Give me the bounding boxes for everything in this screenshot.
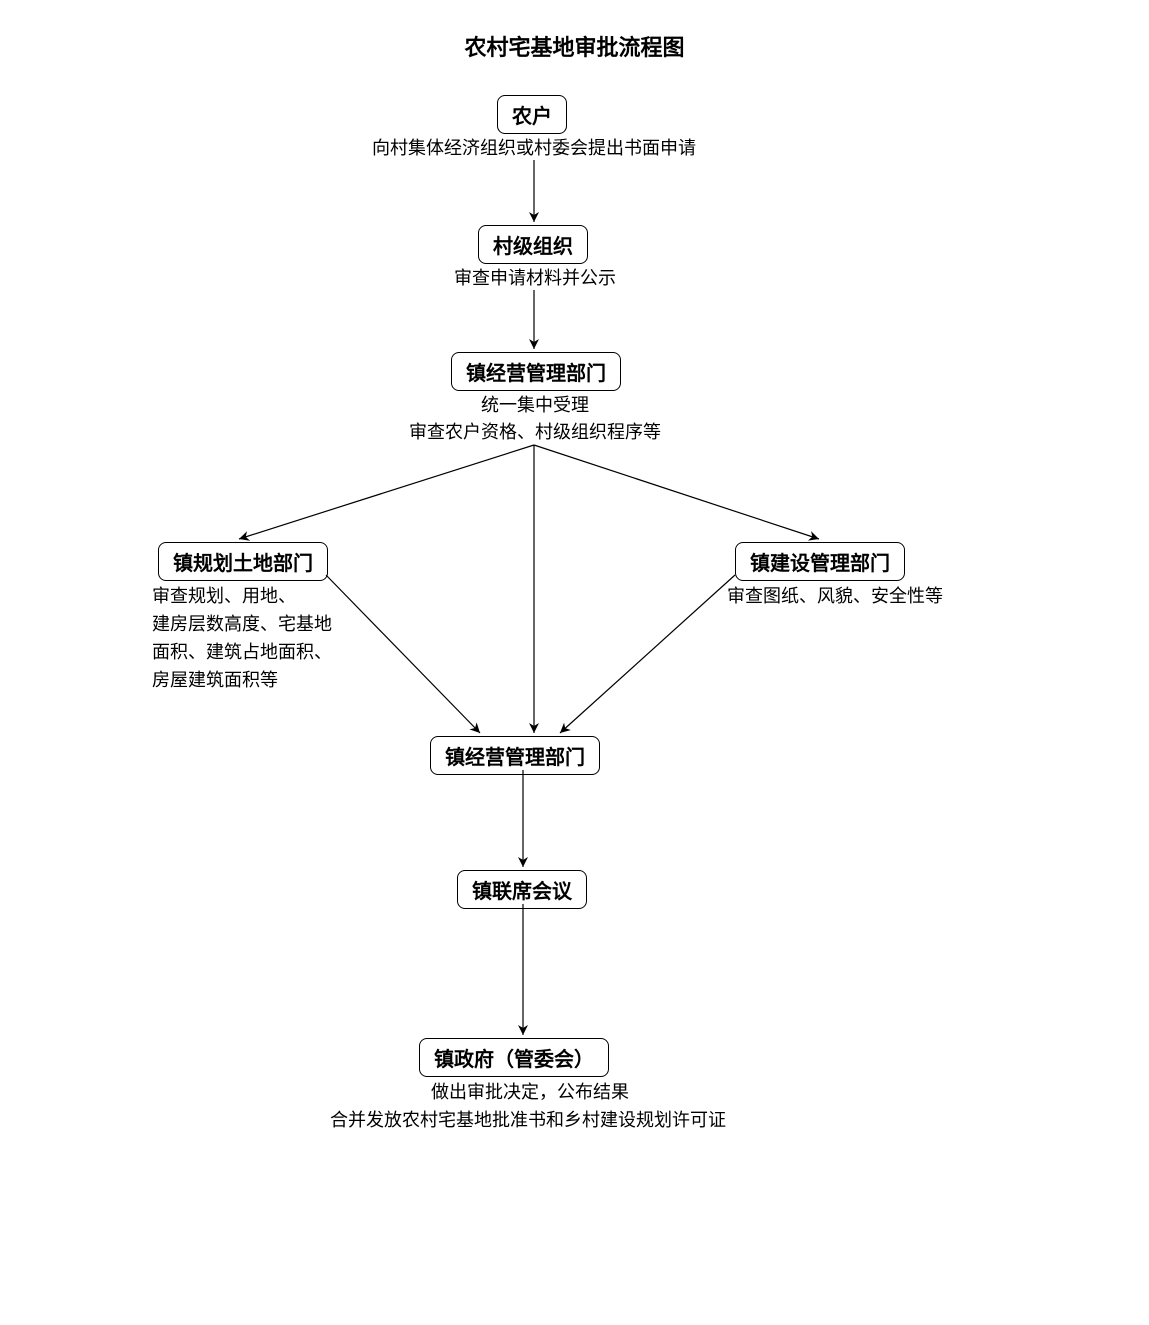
node-town-gov: 镇政府（管委会） [419, 1038, 609, 1077]
node-town-construction: 镇建设管理部门 [735, 542, 905, 581]
caption-planning-2: 建房层数高度、宅基地 [152, 610, 412, 639]
caption-planning-3: 面积、建筑占地面积、 [152, 638, 412, 667]
caption-construction: 审查图纸、风貌、安全性等 [685, 582, 985, 611]
caption-planning-1: 审查规划、用地、 [152, 582, 392, 611]
node-town-mgmt-2: 镇经营管理部门 [430, 736, 600, 775]
page-title: 农村宅基地审批流程图 [0, 30, 1149, 62]
caption-farmer: 向村集体经济组织或村委会提出书面申请 [294, 134, 774, 163]
caption-gov-1: 做出审批决定，公布结果 [300, 1078, 760, 1107]
caption-mgmt1a: 统一集中受理 [405, 391, 665, 420]
node-joint-meeting: 镇联席会议 [457, 870, 587, 909]
caption-planning-4: 房屋建筑面积等 [152, 666, 392, 695]
node-village-org: 村级组织 [478, 225, 588, 264]
caption-gov-2: 合并发放农村宅基地批准书和乡村建设规划许可证 [258, 1106, 798, 1135]
node-farmer: 农户 [497, 95, 567, 134]
node-town-planning: 镇规划土地部门 [158, 542, 328, 581]
caption-village: 审查申请材料并公示 [405, 264, 665, 293]
node-town-mgmt-1: 镇经营管理部门 [451, 352, 621, 391]
caption-mgmt1b: 审查农户资格、村级组织程序等 [335, 418, 735, 447]
